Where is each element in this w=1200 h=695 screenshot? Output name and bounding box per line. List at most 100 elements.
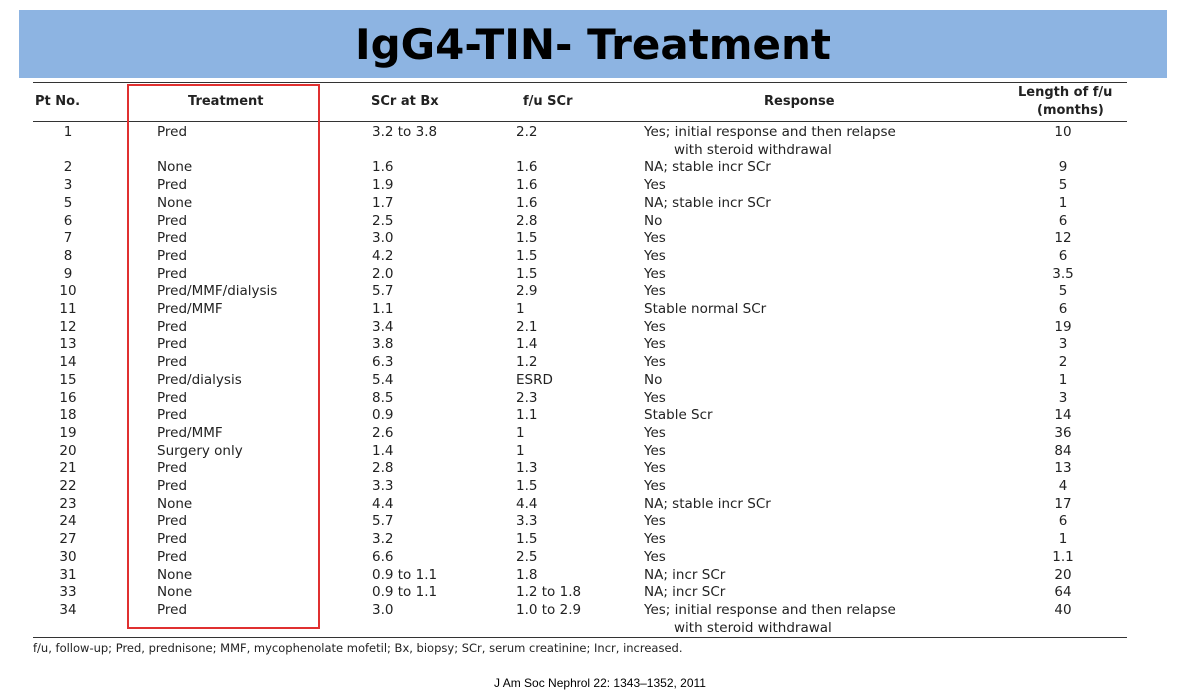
cell-length: 2 bbox=[1058, 354, 1068, 371]
cell-pt-no: 7 bbox=[63, 230, 73, 247]
cell-treatment: None bbox=[157, 194, 193, 211]
cell-pt-no: 1 bbox=[63, 124, 73, 140]
cell-fu-scr: ESRD bbox=[516, 371, 553, 388]
cell-treatment: Pred bbox=[157, 177, 188, 194]
cell-length: 12 bbox=[1054, 230, 1072, 247]
cell-fu-scr: 2.9 bbox=[516, 283, 538, 300]
cell-pt-no: 11 bbox=[59, 301, 77, 317]
cell-treatment: Pred bbox=[157, 513, 188, 530]
cell-pt-no: 8 bbox=[63, 247, 73, 264]
header-response: Response bbox=[764, 94, 835, 109]
cell-scr-at-bx: 1.9 bbox=[372, 177, 394, 194]
cell-length: 1 bbox=[1058, 194, 1068, 211]
cell-length: 19 bbox=[1054, 318, 1072, 335]
cell-fu-scr: 2.2 bbox=[516, 124, 538, 140]
cell-fu-scr: 1.2 bbox=[516, 354, 538, 371]
header-length-line2: (months) bbox=[1037, 103, 1104, 118]
cell-response: NA; incr SCr bbox=[644, 566, 726, 583]
cell-response: No bbox=[644, 371, 663, 388]
cell-scr-at-bx: 3.4 bbox=[372, 318, 394, 335]
cell-scr-at-bx: 1.6 bbox=[372, 159, 394, 176]
cell-length: 4 bbox=[1058, 478, 1068, 494]
cell-pt-no: 31 bbox=[59, 566, 77, 583]
cell-treatment: Pred bbox=[157, 407, 188, 424]
cell-scr-at-bx: 2.5 bbox=[372, 212, 394, 229]
cell-treatment: None bbox=[157, 159, 193, 176]
cell-scr-at-bx: 1.7 bbox=[372, 194, 394, 211]
cell-length: 3 bbox=[1058, 336, 1068, 353]
cell-pt-no: 16 bbox=[59, 389, 77, 406]
cell-response: NA; stable incr SCr bbox=[644, 159, 771, 176]
cell-pt-no: 3 bbox=[63, 177, 73, 194]
cell-treatment: Pred bbox=[157, 336, 188, 353]
cell-treatment: None bbox=[157, 495, 193, 512]
cell-treatment: Pred bbox=[157, 389, 188, 406]
cell-scr-at-bx: 0.9 bbox=[372, 407, 394, 424]
cell-fu-scr: 2.8 bbox=[516, 212, 538, 229]
cell-response: No bbox=[644, 212, 663, 229]
cell-treatment: Pred bbox=[157, 460, 188, 477]
cell-pt-no: 14 bbox=[59, 354, 77, 371]
cell-fu-scr: 1.6 bbox=[516, 177, 538, 194]
cell-treatment: Pred bbox=[157, 124, 188, 140]
cell-scr-at-bx: 8.5 bbox=[372, 389, 394, 406]
cell-scr-at-bx: 3.8 bbox=[372, 336, 394, 353]
cell-treatment: None bbox=[157, 584, 193, 601]
cell-scr-at-bx: 0.9 to 1.1 bbox=[372, 584, 438, 601]
cell-length: 36 bbox=[1054, 424, 1072, 441]
cell-response-continued: with steroid withdrawal bbox=[674, 619, 832, 636]
cell-fu-scr: 1 bbox=[516, 301, 525, 317]
cell-fu-scr: 1.5 bbox=[516, 531, 538, 548]
cell-treatment: Surgery only bbox=[157, 442, 243, 459]
cell-treatment: Pred bbox=[157, 548, 188, 565]
cell-length: 40 bbox=[1054, 601, 1072, 618]
cell-length: 64 bbox=[1054, 584, 1072, 601]
cell-pt-no: 15 bbox=[59, 371, 77, 388]
cell-length: 1.1 bbox=[1052, 548, 1074, 565]
cell-fu-scr: 4.4 bbox=[516, 495, 538, 512]
table-bottom-rule bbox=[33, 637, 1127, 638]
cell-treatment: Pred bbox=[157, 478, 188, 494]
cell-length: 14 bbox=[1054, 407, 1072, 424]
header-scr-at-bx: SCr at Bx bbox=[371, 94, 439, 109]
treatment-table: Pt No. Treatment SCr at Bx f/u SCr Respo… bbox=[33, 82, 1127, 636]
cell-scr-at-bx: 4.2 bbox=[372, 247, 394, 264]
cell-fu-scr: 2.1 bbox=[516, 318, 538, 335]
cell-fu-scr: 1.0 to 2.9 bbox=[516, 601, 582, 618]
cell-fu-scr: 1.3 bbox=[516, 460, 538, 477]
cell-fu-scr: 1.5 bbox=[516, 230, 538, 247]
cell-response: Yes bbox=[644, 513, 666, 530]
cell-fu-scr: 2.3 bbox=[516, 389, 538, 406]
cell-response-continued: with steroid withdrawal bbox=[674, 141, 832, 158]
cell-pt-no: 30 bbox=[59, 548, 77, 565]
cell-length: 9 bbox=[1058, 159, 1068, 176]
cell-treatment: Pred bbox=[157, 265, 188, 282]
cell-length: 17 bbox=[1054, 495, 1072, 512]
cell-length: 5 bbox=[1058, 283, 1068, 300]
cell-scr-at-bx: 3.2 to 3.8 bbox=[372, 124, 438, 140]
slide-title: IgG4-TIN- Treatment bbox=[354, 19, 831, 69]
header-length-line1: Length of f/u bbox=[1018, 85, 1113, 100]
cell-pt-no: 10 bbox=[59, 283, 77, 300]
cell-treatment: Pred bbox=[157, 230, 188, 247]
table-header: Pt No. Treatment SCr at Bx f/u SCr Respo… bbox=[33, 82, 1127, 122]
cell-treatment: Pred bbox=[157, 247, 188, 264]
cell-pt-no: 9 bbox=[63, 265, 73, 282]
cell-treatment: Pred bbox=[157, 601, 188, 618]
cell-length: 3.5 bbox=[1052, 265, 1074, 282]
cell-scr-at-bx: 3.2 bbox=[372, 531, 394, 548]
cell-response: Yes; initial response and then relapse bbox=[644, 601, 896, 618]
cell-scr-at-bx: 5.7 bbox=[372, 513, 394, 530]
cell-pt-no: 24 bbox=[59, 513, 77, 530]
cell-scr-at-bx: 1.1 bbox=[372, 301, 394, 317]
cell-pt-no: 2 bbox=[63, 159, 73, 176]
cell-response: Yes bbox=[644, 177, 666, 194]
cell-response: NA; incr SCr bbox=[644, 584, 726, 601]
cell-length: 6 bbox=[1058, 247, 1068, 264]
cell-response: Yes bbox=[644, 389, 666, 406]
cell-response: Yes bbox=[644, 265, 666, 282]
cell-pt-no: 21 bbox=[59, 460, 77, 477]
cell-pt-no: 34 bbox=[59, 601, 77, 618]
cell-response: Yes bbox=[644, 424, 666, 441]
cell-scr-at-bx: 1.4 bbox=[372, 442, 394, 459]
